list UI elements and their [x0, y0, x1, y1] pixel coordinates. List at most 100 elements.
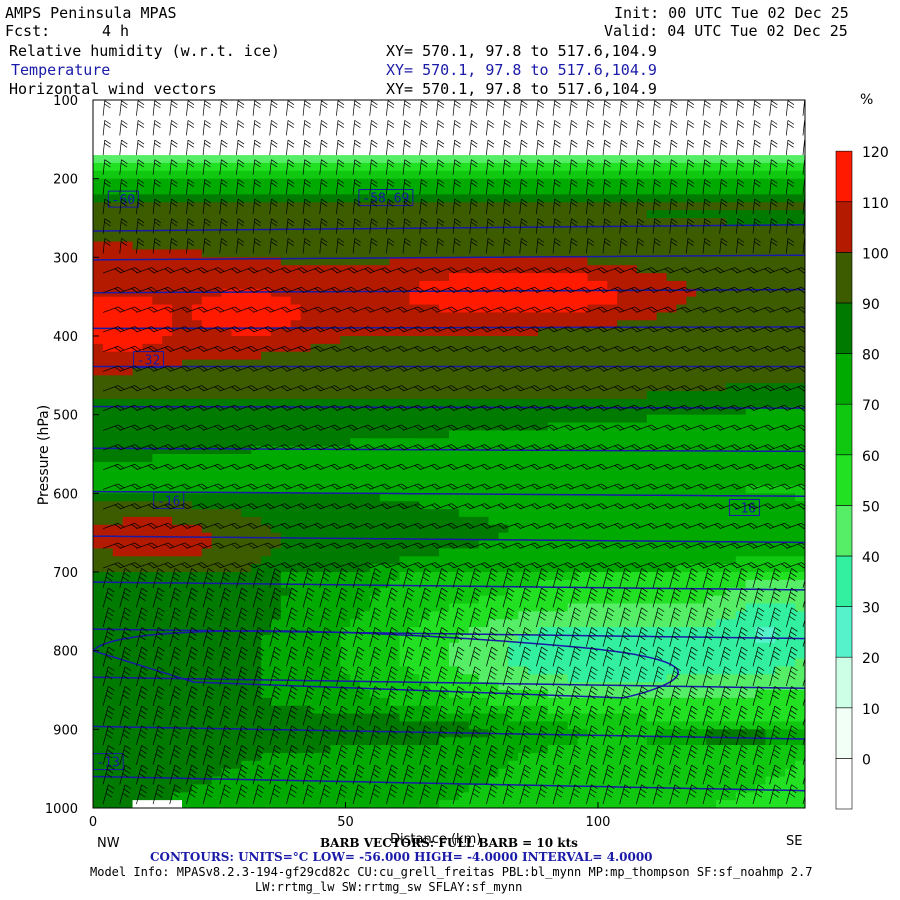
rh-cell — [251, 422, 262, 431]
rh-cell — [261, 721, 272, 730]
rh-cell — [409, 328, 420, 337]
rh-cell — [627, 430, 638, 439]
rh-cell — [172, 509, 183, 518]
rh-cell — [122, 280, 134, 290]
rh-cell — [320, 170, 331, 180]
rh-cell — [547, 218, 559, 227]
rh-cell — [508, 398, 519, 408]
rh-cell — [597, 745, 608, 754]
rh-cell — [627, 690, 638, 699]
rh-cell — [340, 367, 351, 376]
rh-cell — [577, 682, 589, 691]
rh-cell — [627, 414, 638, 424]
rh-cell — [221, 461, 233, 471]
rh-cell — [191, 642, 203, 652]
rh-cell — [122, 477, 134, 487]
rh-cell — [627, 587, 638, 597]
rh-cell — [429, 658, 440, 667]
rh-cell — [458, 115, 470, 125]
rh-cell — [607, 320, 618, 329]
rh-cell — [290, 210, 302, 219]
rh-cell — [557, 210, 569, 219]
rh-cell — [617, 634, 628, 644]
rh-cell — [340, 745, 351, 754]
rh-cell — [142, 800, 153, 808]
rh-cell — [518, 469, 529, 479]
rh-cell — [162, 178, 173, 188]
rh-cell — [241, 776, 252, 785]
rh-cell — [211, 391, 223, 400]
rh-cell — [152, 477, 163, 487]
rh-cell — [617, 697, 628, 707]
rh-cell — [211, 792, 223, 801]
rh-cell — [528, 532, 539, 542]
rh-cell — [379, 162, 391, 172]
rh-cell — [280, 642, 292, 652]
rh-cell — [122, 690, 134, 699]
rh-cell — [538, 273, 549, 282]
rh-cell — [498, 650, 509, 660]
rh-cell — [280, 359, 292, 369]
rh-cell — [271, 430, 282, 439]
rh-cell — [241, 792, 252, 801]
rh-cell — [627, 186, 638, 195]
rh-cell — [458, 548, 470, 557]
rh-cell — [538, 202, 549, 211]
rh-cell — [409, 619, 420, 628]
rh-cell — [419, 737, 430, 746]
rh-cell — [369, 595, 381, 605]
rh-cell — [547, 666, 559, 675]
rh-cell — [182, 548, 193, 557]
rh-cell — [122, 603, 134, 612]
rh-cell — [251, 674, 262, 683]
rh-cell — [528, 257, 539, 266]
rh-cell — [488, 367, 500, 376]
rh-cell — [310, 603, 322, 612]
rh-cell — [251, 477, 262, 487]
rh-cell — [538, 336, 549, 345]
rh-cell — [379, 343, 391, 353]
rh-cell — [617, 147, 628, 156]
rh-cell — [419, 210, 430, 219]
rh-cell — [508, 170, 519, 180]
rh-cell — [617, 721, 628, 730]
rh-cell — [360, 572, 371, 581]
rh-cell — [439, 406, 450, 416]
rh-cell — [231, 123, 242, 133]
rh-cell — [429, 351, 440, 361]
rh-cell — [231, 705, 242, 715]
rh-cell — [518, 784, 529, 793]
rh-cell — [360, 587, 371, 597]
rh-cell — [409, 155, 420, 164]
rh-cell — [300, 100, 312, 109]
rh-cell — [627, 564, 638, 573]
rh-cell — [449, 273, 460, 282]
rh-cell — [528, 792, 539, 801]
rh-cell — [439, 375, 450, 384]
rh-cell — [468, 493, 480, 502]
rh-cell — [557, 218, 569, 227]
rh-cell — [419, 194, 430, 203]
rh-cell — [172, 194, 183, 203]
rh-cell — [231, 697, 242, 707]
rh-cell — [241, 697, 252, 707]
rh-cell — [498, 359, 509, 369]
rh-cell — [409, 257, 420, 266]
rh-cell — [498, 469, 509, 479]
rh-cell — [340, 658, 351, 667]
rh-cell — [409, 131, 420, 140]
rh-cell — [587, 131, 598, 140]
rh-cell — [508, 603, 519, 612]
rh-cell — [429, 587, 440, 597]
rh-cell — [211, 642, 223, 652]
rh-cell — [488, 265, 500, 274]
rh-cell — [636, 139, 648, 148]
rh-cell — [557, 721, 569, 730]
rh-cell — [280, 674, 292, 683]
rh-cell — [340, 438, 351, 447]
rh-cell — [419, 257, 430, 266]
rh-cell — [468, 713, 480, 723]
rh-cell — [241, 391, 252, 400]
rh-cell — [330, 241, 341, 251]
rh-cell — [508, 737, 519, 746]
